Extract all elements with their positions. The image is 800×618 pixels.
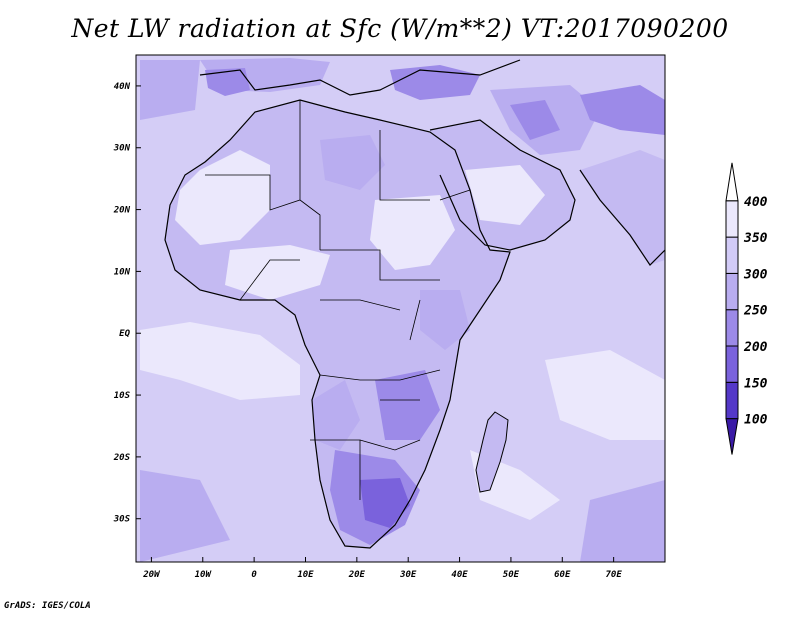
y-tick-label: 30S xyxy=(113,515,131,525)
ocean-low-patch xyxy=(140,470,230,562)
radiation-field xyxy=(136,55,665,562)
x-tick-label: 20W xyxy=(142,570,161,580)
colorbar-level-label: 200 xyxy=(743,340,768,355)
india-land xyxy=(580,150,665,265)
ocean-high-patch xyxy=(545,350,665,440)
madagascar-land xyxy=(475,411,509,493)
arabia-high xyxy=(465,165,545,225)
axes: 20W 10W 0 10E 20E 30E 40E 50E 60E 70E 40N 30N 20N 10N… xyxy=(113,82,623,580)
x-tick-label: 50E xyxy=(503,570,520,580)
colorbar-level-label: 250 xyxy=(743,304,768,319)
sahel-high xyxy=(225,245,330,300)
colorbar-level-label: 100 xyxy=(744,413,768,428)
colorbar-level-label: 300 xyxy=(743,267,768,282)
sahara-high xyxy=(370,195,455,270)
y-tick-label: 20S xyxy=(113,453,131,463)
ocean-low-patch xyxy=(580,480,665,562)
map-title: Net LW radiation at Sfc (W/m**2) VT:2017… xyxy=(71,14,729,43)
y-tick-label: 20N xyxy=(113,206,131,216)
colorbar-level-label: 150 xyxy=(744,376,768,391)
colorbar-swatch xyxy=(725,272,739,311)
colorbar-swatch xyxy=(725,200,739,238)
y-tick-label: 10N xyxy=(114,267,131,277)
y-tick-label: EQ xyxy=(119,329,130,339)
africa-coastline xyxy=(164,99,511,549)
colorbar: 100 150 200 250 300 350 400 xyxy=(725,162,768,455)
colorbar-swatch xyxy=(725,236,739,274)
libya-mid xyxy=(320,135,385,190)
ocean-low-patch xyxy=(140,60,200,120)
iran-lowest xyxy=(510,100,560,140)
afghanistan-low xyxy=(580,85,665,135)
country-borders xyxy=(205,100,471,500)
south-africa-lowest xyxy=(360,478,410,528)
iberia-low xyxy=(205,68,250,96)
europe-coastline xyxy=(199,59,521,96)
x-tick-label: 0 xyxy=(251,570,257,580)
colorbar-level-label: 350 xyxy=(743,231,768,246)
india-coastline xyxy=(579,169,665,266)
x-tick-label: 40E xyxy=(451,570,468,580)
colorbar-swatch xyxy=(725,381,739,420)
footer-credit: GrADS: IGES/COLA xyxy=(4,601,91,611)
colorbar-swatch xyxy=(725,345,739,383)
map-frame xyxy=(135,54,666,563)
x-tick-label: 70E xyxy=(606,570,623,580)
colorbar-low-arrow xyxy=(725,418,739,455)
west-south-low xyxy=(312,380,360,450)
colorbar-high-arrow xyxy=(725,162,739,202)
x-tick-label: 10W xyxy=(195,570,213,580)
east-africa-low xyxy=(420,290,470,350)
y-tick-label: 30N xyxy=(113,144,131,154)
x-tick-label: 60E xyxy=(554,570,571,580)
colorbar-swatch xyxy=(725,309,739,347)
y-tick-label: 40N xyxy=(114,82,131,92)
x-tick-label: 10E xyxy=(297,570,314,580)
x-tick-label: 20E xyxy=(348,570,366,580)
colorbar-level-label: 400 xyxy=(744,195,768,210)
sahara-high xyxy=(175,150,270,245)
y-tick-label: 10S xyxy=(114,391,131,401)
x-tick-label: 30E xyxy=(399,570,417,580)
coastline-borders xyxy=(164,59,665,549)
zambia-low xyxy=(375,370,440,440)
arabia-coastline xyxy=(429,119,576,251)
ocean-high-patch xyxy=(140,322,300,400)
